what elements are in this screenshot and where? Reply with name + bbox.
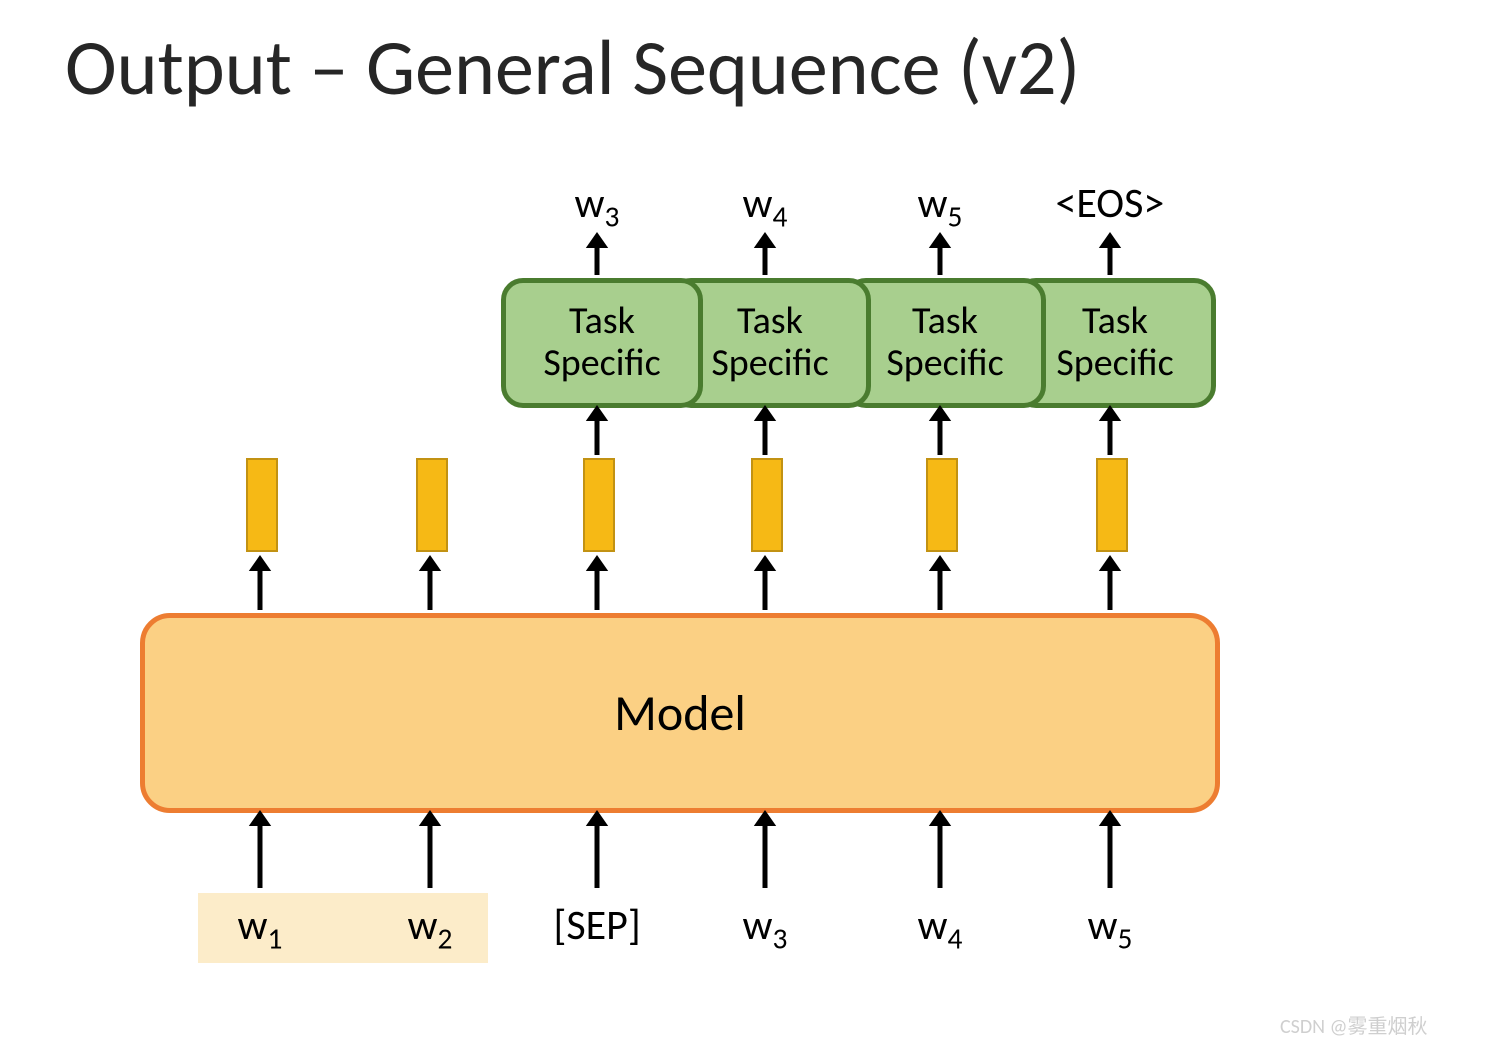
- input-token-label: w2: [408, 900, 453, 956]
- embedding-token: [416, 458, 448, 552]
- task-box-line1: Task: [569, 301, 635, 343]
- input-token-label-base: w: [743, 900, 773, 951]
- output-token-label: w3: [575, 178, 620, 234]
- arrow-icon: [414, 539, 446, 612]
- output-token-label-base: w: [575, 178, 605, 229]
- arrow-icon: [924, 794, 956, 890]
- task-box-line2: Specific: [711, 343, 828, 385]
- arrow-icon: [244, 794, 276, 890]
- embedding-token: [583, 458, 615, 552]
- input-token-label: [SEP]: [554, 900, 641, 951]
- input-token-label-subscript: 4: [948, 920, 963, 956]
- output-token-label-base: w: [918, 178, 948, 229]
- input-token-label: w4: [918, 900, 963, 956]
- input-token-label-subscript: 3: [773, 920, 788, 956]
- arrow-icon: [581, 539, 613, 612]
- task-box-line2: Specific: [543, 343, 660, 385]
- input-token-label-subscript: 5: [1118, 920, 1133, 956]
- task-box-line1: Task: [912, 301, 978, 343]
- output-token-label: <EOS>: [1056, 178, 1165, 229]
- arrow-icon: [749, 539, 781, 612]
- input-token-label-base: w: [238, 900, 268, 951]
- output-token-label: w5: [918, 178, 963, 234]
- task-box-line1: Task: [1082, 301, 1148, 343]
- input-token-label: w3: [743, 900, 788, 956]
- arrow-icon: [749, 389, 781, 457]
- arrow-icon: [414, 794, 446, 890]
- arrow-icon: [924, 539, 956, 612]
- input-token-label-base: w: [1088, 900, 1118, 951]
- slide-title: Output – General Sequence (v2): [65, 20, 1080, 115]
- task-box-line1: Task: [737, 301, 803, 343]
- arrow-icon: [924, 389, 956, 457]
- arrow-icon: [581, 389, 613, 457]
- arrow-icon: [749, 794, 781, 890]
- task-box-line2: Specific: [886, 343, 1003, 385]
- model-label: Model: [614, 683, 746, 744]
- input-token-label: w1: [238, 900, 283, 956]
- embedding-token: [246, 458, 278, 552]
- embedding-token: [751, 458, 783, 552]
- input-token-label-base: w: [918, 900, 948, 951]
- embedding-token: [1096, 458, 1128, 552]
- model-box: Model: [140, 613, 1220, 813]
- watermark-text: CSDN @雾重烟秋: [1280, 1010, 1427, 1039]
- arrow-icon: [1094, 539, 1126, 612]
- output-token-label-subscript: 3: [605, 198, 620, 234]
- output-token-label-base: w: [743, 178, 773, 229]
- output-token-label-subscript: 4: [773, 198, 788, 234]
- arrow-icon: [581, 794, 613, 890]
- output-token-label: w4: [743, 178, 788, 234]
- arrow-icon: [1094, 389, 1126, 457]
- output-token-label-subscript: 5: [948, 198, 963, 234]
- arrow-icon: [1094, 794, 1126, 890]
- input-token-label: w5: [1088, 900, 1133, 956]
- input-token-label-base: w: [408, 900, 438, 951]
- input-token-label-subscript: 2: [438, 920, 453, 956]
- arrow-icon: [244, 539, 276, 612]
- task-box-line2: Specific: [1056, 343, 1173, 385]
- embedding-token: [926, 458, 958, 552]
- diagram-stage: Output – General Sequence (v2) Model CSD…: [0, 0, 1501, 1052]
- input-token-label-subscript: 1: [268, 920, 283, 956]
